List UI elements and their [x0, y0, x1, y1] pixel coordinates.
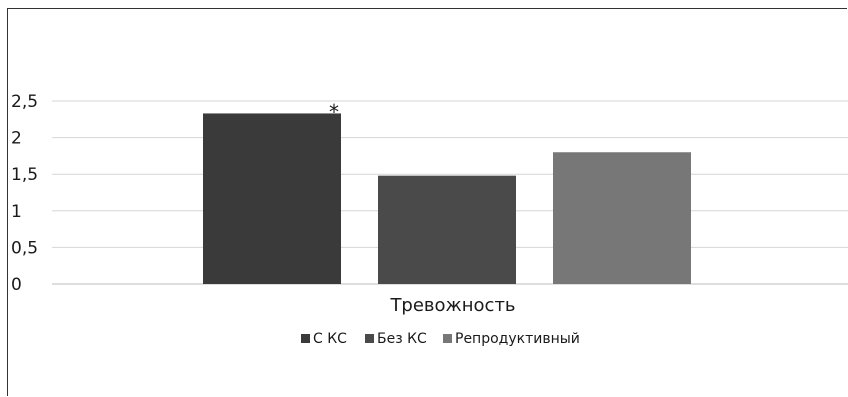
- bar-3: [553, 152, 691, 284]
- y-tick-label: 1: [11, 202, 22, 222]
- y-tick-label: 0: [11, 275, 22, 295]
- legend-label: С КС: [313, 331, 347, 347]
- y-tick-label: 2,5: [11, 92, 38, 112]
- x-category-label: Тревожность: [389, 295, 515, 316]
- y-tick-label: 2: [11, 129, 22, 149]
- legend-swatch: [443, 334, 452, 343]
- legend-label: Репродуктивный: [455, 331, 580, 347]
- bars: [203, 113, 691, 284]
- legend-swatch: [365, 334, 374, 343]
- bar-2: [378, 175, 516, 284]
- y-tick-label: 0,5: [11, 238, 38, 258]
- legend-label: Без КС: [377, 331, 427, 347]
- significance-annotation: *: [329, 100, 339, 124]
- chart-frame: [7, 8, 847, 396]
- legend: С КС Без КС Репродуктивный: [301, 331, 580, 347]
- bar-1: [203, 113, 341, 284]
- legend-swatch: [301, 334, 310, 343]
- y-tick-label: 1,5: [11, 165, 38, 185]
- y-axis-ticks: 0 0,5 1 1,5 2 2,5: [11, 92, 38, 295]
